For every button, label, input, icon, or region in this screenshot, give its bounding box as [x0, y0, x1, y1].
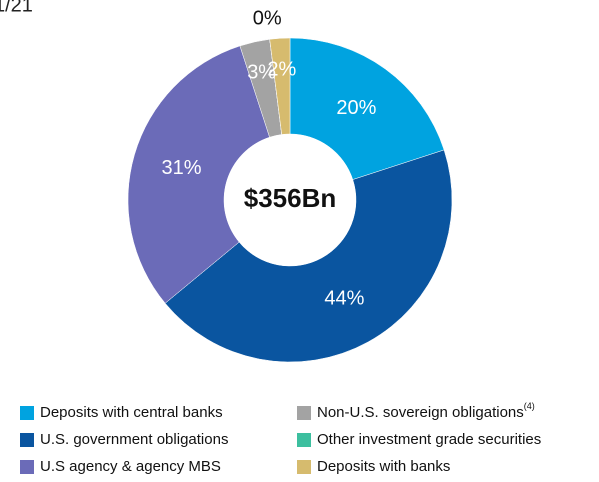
- legend-name: Other investment grade securities: [317, 431, 541, 448]
- legend-swatch: [297, 433, 311, 447]
- slice-label: 0%: [253, 8, 282, 30]
- legend-swatch: [297, 406, 311, 420]
- legend-label: U.S. government obligations: [40, 431, 228, 448]
- legend-swatch: [20, 406, 34, 420]
- legend-name: Deposits with central banks: [40, 404, 223, 421]
- legend-label: Other investment grade securities: [317, 431, 541, 448]
- slice-label: 2%: [267, 59, 296, 81]
- legend-label: U.S agency & agency MBS: [40, 458, 221, 475]
- donut-hole: [224, 134, 356, 266]
- legend-superscript: (4): [524, 401, 535, 411]
- legend-label: Non-U.S. sovereign obligations(4): [317, 401, 535, 421]
- legend-swatch: [20, 460, 34, 474]
- legend-name: Non-U.S. sovereign obligations: [317, 404, 524, 421]
- slice-label: 20%: [336, 97, 376, 119]
- legend-name: U.S. government obligations: [40, 431, 228, 448]
- slice-label: 3%: [247, 61, 276, 83]
- legend-name: U.S agency & agency MBS: [40, 458, 221, 475]
- slice-label: 44%: [324, 287, 364, 309]
- legend-label: Deposits with banks: [317, 458, 450, 475]
- legend-swatch: [20, 433, 34, 447]
- corner-text: 1/21: [0, 0, 33, 16]
- legend-name: Deposits with banks: [317, 458, 450, 475]
- legend-label: Deposits with central banks: [40, 404, 223, 421]
- slice-label: 31%: [161, 157, 201, 179]
- legend-swatch: [297, 460, 311, 474]
- center-label: $356Bn: [244, 183, 337, 213]
